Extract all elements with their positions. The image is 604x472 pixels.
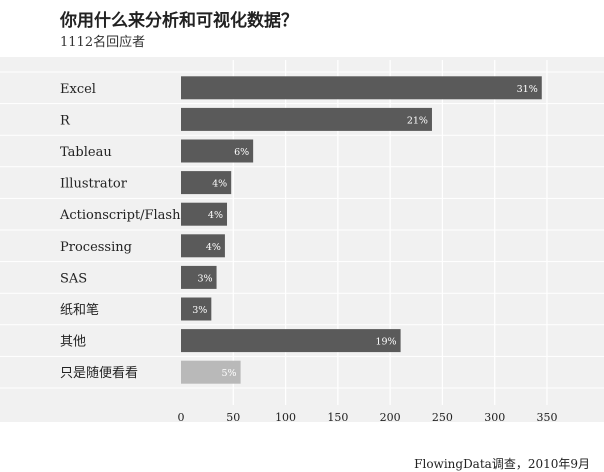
- bar: [181, 265, 217, 289]
- category-label: Illustrator: [60, 177, 128, 192]
- chart-source: FlowingData调查，2010年9月: [414, 457, 590, 471]
- bar-value-label: 6%: [234, 147, 249, 158]
- x-tick-label: 0: [178, 411, 185, 424]
- bar: [181, 171, 232, 195]
- bar-value-label: 4%: [212, 179, 227, 190]
- x-tick-label: 100: [275, 411, 296, 424]
- category-label: 其他: [60, 335, 86, 350]
- bar-value-label: 19%: [375, 337, 396, 348]
- bar: [181, 297, 212, 321]
- x-tick-label: 350: [537, 411, 558, 424]
- bar-value-label: 4%: [206, 242, 221, 253]
- bar-value-label: 3%: [197, 273, 212, 284]
- bar: [181, 139, 254, 163]
- x-tick-label: 250: [432, 411, 453, 424]
- chart-title: 你用什么来分析和可视化数据？: [60, 11, 298, 31]
- category-label: Actionscript/Flash: [59, 208, 181, 223]
- x-axis: 0 50 100 150 200 250 300 350: [178, 411, 558, 424]
- bar: [181, 360, 241, 384]
- bar-value-label: 5%: [222, 368, 237, 379]
- bar-chart: 31% 21% 6% 4% 4% 4% 3% 3% 19% 5% Excel R Tableau Ill…: [0, 60, 604, 424]
- category-labels: Excel R Tableau Illustrator Actionscript/Fla…: [59, 82, 181, 381]
- category-label: Tableau: [60, 145, 112, 160]
- bar: [181, 202, 228, 226]
- bar-value-label: 21%: [407, 115, 428, 126]
- category-label: Processing: [60, 240, 132, 255]
- bar-value-labels: 31% 21% 6% 4% 4% 4% 3% 3% 19% 5%: [192, 84, 538, 379]
- bar: [181, 329, 401, 353]
- row-separators: [0, 71, 604, 389]
- bar: [181, 107, 432, 131]
- bar: [181, 76, 542, 100]
- bar-value-label: 31%: [517, 84, 538, 95]
- x-tick-label: 200: [380, 411, 401, 424]
- category-label: 纸和笔: [60, 302, 99, 318]
- category-label: SAS: [60, 271, 87, 286]
- bar: [181, 234, 225, 258]
- chart-subtitle: 1112名回应者: [60, 35, 146, 50]
- bars: [181, 76, 542, 384]
- x-tick-label: 300: [484, 411, 505, 424]
- category-label: 只是随便看看: [60, 365, 138, 381]
- x-tick-label: 50: [226, 411, 240, 424]
- category-label: Excel: [60, 82, 96, 97]
- bar-value-label: 3%: [192, 305, 207, 316]
- bar-value-label: 4%: [208, 210, 223, 221]
- category-label: R: [60, 113, 71, 128]
- x-tick-label: 150: [327, 411, 348, 424]
